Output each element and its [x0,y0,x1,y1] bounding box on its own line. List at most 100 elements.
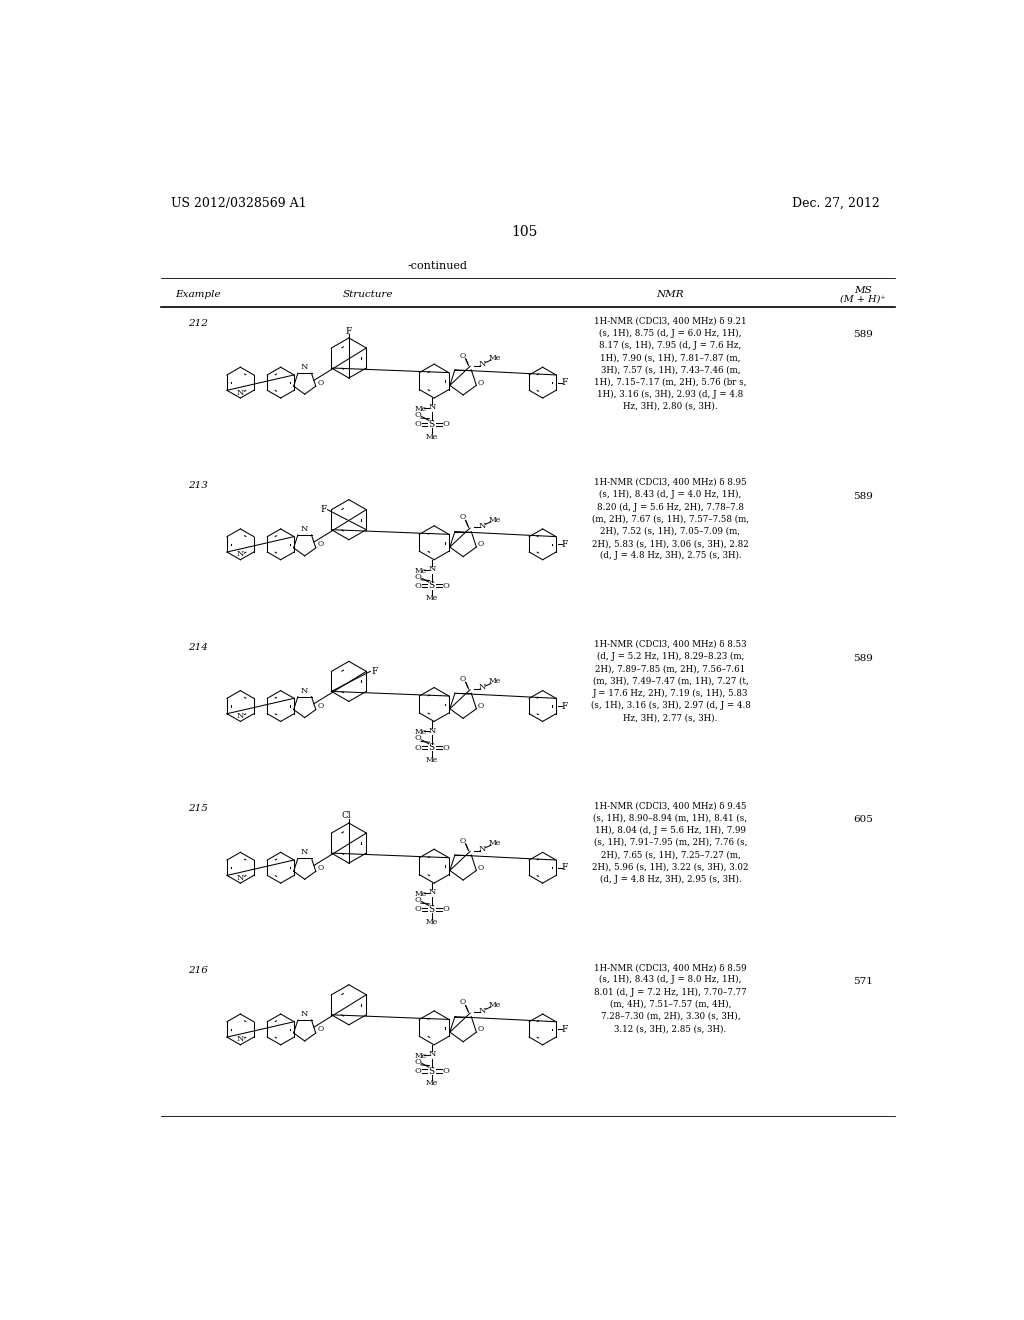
Text: MS: MS [854,285,871,294]
Text: N: N [479,1007,486,1015]
Text: O: O [415,411,421,418]
Text: Me: Me [488,840,501,847]
Text: -continued: -continued [408,261,468,271]
Text: Me: Me [426,594,438,602]
Text: N: N [428,404,435,412]
Text: N: N [428,727,435,735]
Text: F: F [562,540,568,549]
Text: Me: Me [415,729,427,737]
Text: Me: Me [415,566,427,574]
Text: O: O [317,379,324,387]
Text: Me: Me [488,1001,501,1008]
Text: S: S [429,581,435,590]
Text: 589: 589 [853,330,872,339]
Text: N: N [237,388,244,396]
Text: O: O [478,863,484,871]
Text: F: F [562,1024,568,1034]
Text: 1H-NMR (CDCl3, 400 MHz) δ 8.59
(s, 1H), 8.43 (d, J = 8.0 Hz, 1H),
8.01 (d, J = 7: 1H-NMR (CDCl3, 400 MHz) δ 8.59 (s, 1H), … [594,964,746,1034]
Text: Me: Me [488,677,501,685]
Text: O: O [460,351,465,359]
Text: O: O [478,379,484,387]
Text: 605: 605 [853,816,872,824]
Text: O: O [442,420,450,428]
Text: N: N [237,711,244,719]
Text: O: O [460,837,465,845]
Text: S: S [429,1067,435,1076]
Text: O: O [415,1057,421,1065]
Text: 212: 212 [187,319,208,329]
Text: Dec. 27, 2012: Dec. 27, 2012 [792,197,880,210]
Text: O: O [478,1026,484,1034]
Text: O: O [415,573,421,581]
Text: N: N [301,849,308,857]
Text: 589: 589 [853,492,872,500]
Text: N: N [301,686,308,694]
Text: Cl: Cl [342,810,351,820]
Text: O: O [415,582,421,590]
Text: 214: 214 [187,643,208,652]
Text: 1H-NMR (CDCl3, 400 MHz) δ 9.45
(s, 1H), 8.90–8.94 (m, 1H), 8.41 (s,
1H), 8.04 (d: 1H-NMR (CDCl3, 400 MHz) δ 9.45 (s, 1H), … [592,801,749,883]
Text: NMR: NMR [656,290,684,300]
Text: US 2012/0328569 A1: US 2012/0328569 A1 [171,197,306,210]
Text: N: N [237,1035,244,1043]
Text: 213: 213 [187,480,208,490]
Text: F: F [562,378,568,387]
Text: F: F [346,326,352,335]
Text: N: N [301,363,308,371]
Text: Me: Me [488,354,501,362]
Text: 1H-NMR (CDCl3, 400 MHz) δ 8.53
(d, J = 5.2 Hz, 1H), 8.29–8.23 (m,
2H), 7.89–7.85: 1H-NMR (CDCl3, 400 MHz) δ 8.53 (d, J = 5… [591,640,751,722]
Text: N: N [301,1010,308,1018]
Text: N: N [479,521,486,529]
Text: O: O [442,1067,450,1074]
Text: O: O [317,863,324,871]
Text: 1H-NMR (CDCl3, 400 MHz) δ 8.95
(s, 1H), 8.43 (d, J = 4.0 Hz, 1H),
8.20 (d, J = 5: 1H-NMR (CDCl3, 400 MHz) δ 8.95 (s, 1H), … [592,478,750,561]
Text: F: F [321,506,327,515]
Text: O: O [317,1026,324,1034]
Text: N: N [479,845,486,853]
Text: Me: Me [415,890,427,898]
Text: O: O [415,743,421,751]
Text: O: O [415,420,421,428]
Text: (M + H)⁺: (M + H)⁺ [840,294,886,304]
Text: N: N [237,550,244,558]
Text: N: N [428,888,435,896]
Text: O: O [460,998,465,1006]
Text: O: O [442,582,450,590]
Text: N: N [237,874,244,882]
Text: O: O [415,734,421,742]
Text: F: F [562,701,568,710]
Text: F: F [371,667,377,676]
Text: O: O [317,702,324,710]
Text: Me: Me [415,405,427,413]
Text: N: N [301,525,308,533]
Text: Example: Example [175,290,220,300]
Text: O: O [415,1067,421,1074]
Text: 589: 589 [853,653,872,663]
Text: 571: 571 [853,977,872,986]
Text: Me: Me [426,433,438,441]
Text: O: O [317,540,324,548]
Text: O: O [415,896,421,904]
Text: O: O [478,702,484,710]
Text: Me: Me [426,917,438,925]
Text: 1H-NMR (CDCl3, 400 MHz) δ 9.21
(s, 1H), 8.75 (d, J = 6.0 Hz, 1H),
8.17 (s, 1H), : 1H-NMR (CDCl3, 400 MHz) δ 9.21 (s, 1H), … [594,317,746,411]
Text: O: O [460,675,465,682]
Text: 215: 215 [187,804,208,813]
Text: N: N [428,565,435,573]
Text: Me: Me [426,1080,438,1088]
Text: Structure: Structure [343,290,393,300]
Text: 105: 105 [512,224,538,239]
Text: O: O [415,906,421,913]
Text: S: S [429,904,435,913]
Text: O: O [442,743,450,751]
Text: F: F [562,863,568,873]
Text: N: N [479,684,486,692]
Text: S: S [429,420,435,429]
Text: O: O [478,540,484,548]
Text: 216: 216 [187,966,208,975]
Text: Me: Me [426,756,438,764]
Text: O: O [442,906,450,913]
Text: S: S [429,743,435,752]
Text: O: O [460,513,465,521]
Text: N: N [479,360,486,368]
